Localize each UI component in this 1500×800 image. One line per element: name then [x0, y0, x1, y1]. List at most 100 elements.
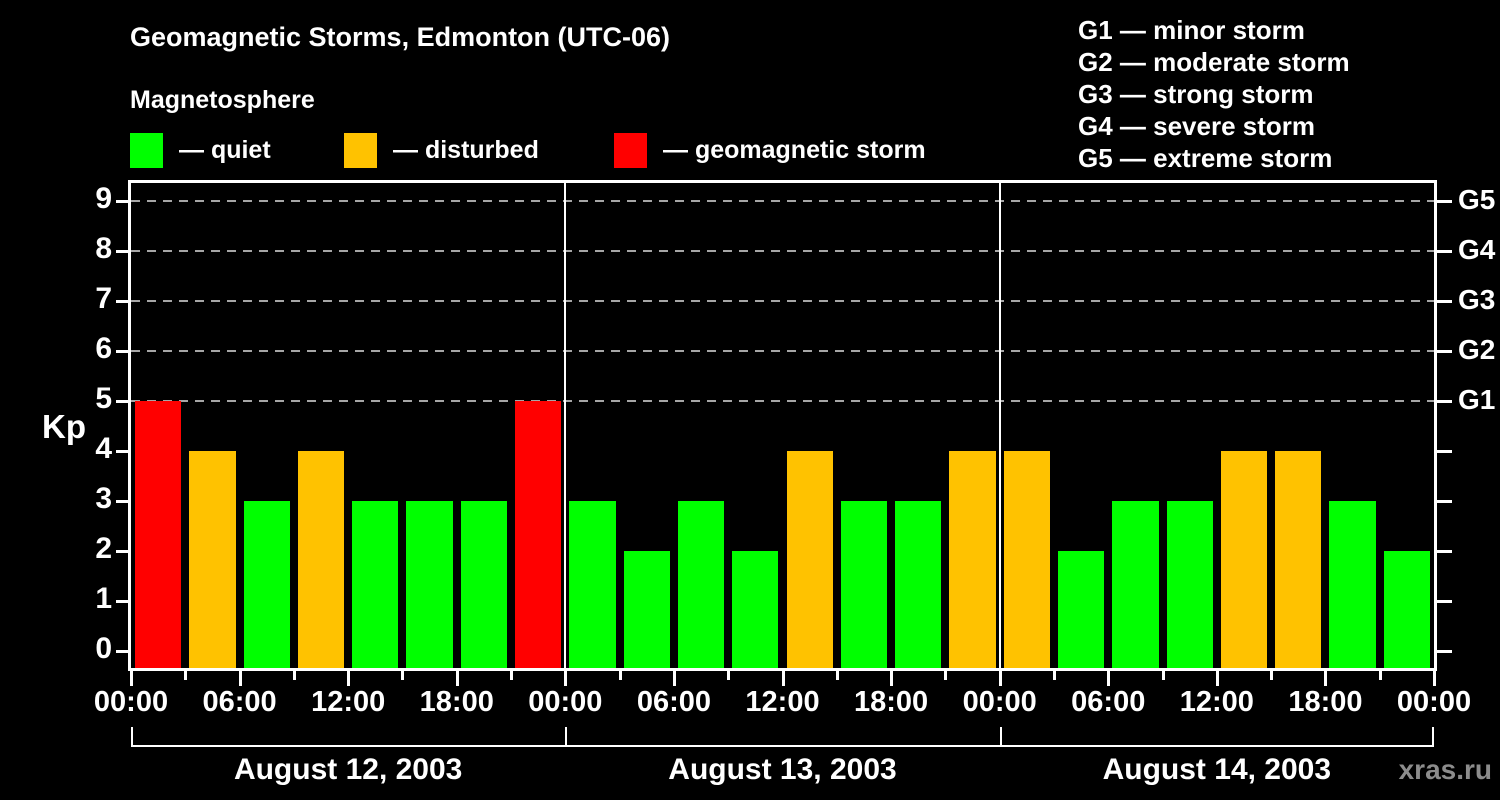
x-axis-tick	[1324, 670, 1328, 686]
g1-legend-line: G1 — minor storm	[1078, 15, 1305, 45]
right-axis-tick	[1437, 200, 1452, 203]
legend-label: — geomagnetic storm	[663, 135, 926, 164]
y-tick-label: 0	[95, 632, 112, 665]
x-axis-tick	[1270, 670, 1274, 680]
kp-bar	[1220, 451, 1268, 668]
kp-bar	[895, 501, 942, 668]
legend-label: — disturbed	[393, 135, 539, 164]
time-tick-label: 18:00	[853, 686, 929, 718]
g5-legend-line: G5 — extreme storm	[1078, 143, 1333, 173]
date-label: August 13, 2003	[668, 753, 897, 786]
y-tick-label: 7	[95, 282, 112, 315]
y-axis-tick	[116, 250, 131, 253]
g-level-label: G2	[1458, 334, 1496, 365]
y-axis-tick	[116, 500, 131, 503]
x-axis-tick	[130, 670, 133, 686]
quiet-color-swatch	[130, 132, 163, 168]
kp-bar	[1112, 501, 1159, 668]
y-tick-label: 6	[95, 332, 112, 365]
x-axis-tick	[455, 670, 459, 686]
y-axis-tick	[116, 200, 131, 203]
kp-bar	[840, 501, 888, 668]
kp-bar	[460, 501, 508, 668]
page-title: Geomagnetic Storms, Edmonton (UTC-06)	[130, 22, 671, 52]
g4-legend-line: G4 — severe storm	[1078, 111, 1316, 141]
right-axis-tick	[1437, 450, 1452, 453]
date-label: August 14, 2003	[1102, 753, 1332, 786]
x-axis-tick	[944, 670, 948, 680]
time-tick-label: 12:00	[745, 686, 820, 718]
x-axis-tick	[1161, 670, 1165, 680]
kp-bar	[1057, 551, 1105, 668]
kp-bar	[135, 401, 182, 668]
g-level-label: G1	[1458, 384, 1496, 415]
y-tick-label: 8	[95, 232, 112, 265]
x-axis-tick	[781, 670, 785, 686]
watermark: xras.ru	[1398, 754, 1492, 785]
x-axis-tick	[564, 670, 568, 686]
y-axis-tick	[116, 550, 131, 553]
date-bracket-tick	[131, 727, 133, 746]
y-axis-tick	[116, 450, 131, 453]
y-tick-label: 1	[95, 582, 112, 615]
x-axis-tick	[401, 670, 405, 680]
y-axis-tick	[116, 600, 131, 603]
kp-bar	[1275, 451, 1322, 668]
y-axis-tick	[116, 350, 131, 353]
date-bracket-tick	[1432, 727, 1434, 746]
right-axis-tick	[1437, 550, 1452, 553]
g-level-label: G3	[1458, 284, 1496, 315]
time-tick-label: 12:00	[1179, 686, 1254, 718]
y-tick-label: 5	[95, 382, 112, 415]
x-axis-tick	[727, 670, 731, 680]
time-tick-label: 18:00	[1288, 686, 1363, 718]
kp-bar	[949, 451, 996, 668]
time-tick-label: 00:00	[528, 686, 603, 718]
kp-bar	[243, 501, 290, 668]
kp-9-gridline	[131, 200, 1434, 202]
kp-5-gridline	[131, 400, 1434, 402]
kp-bar	[786, 451, 833, 668]
legend-item-disturbed: — disturbed	[344, 131, 539, 169]
g-level-label: G4	[1458, 234, 1496, 265]
right-axis-tick	[1437, 500, 1452, 503]
kp-bar	[1003, 451, 1050, 668]
time-tick-label: 06:00	[636, 686, 711, 718]
day-separator	[564, 183, 567, 668]
x-axis-tick	[184, 670, 188, 680]
time-tick-label: 00:00	[1396, 686, 1472, 718]
kp-bar	[189, 451, 236, 668]
kp-8-gridline	[131, 250, 1434, 252]
kp-bar	[732, 551, 779, 668]
y-axis-tick	[116, 300, 131, 303]
g-scale-legend: G1 — minor storm G2 — moderate storm G3 …	[1078, 14, 1350, 174]
x-axis-tick	[835, 670, 839, 680]
y-axis-label: Kp	[42, 408, 86, 445]
x-axis-tick	[347, 670, 351, 686]
date-bracket-tick	[565, 727, 568, 746]
storm-color-swatch	[614, 132, 647, 168]
chart-subtitle: Magnetosphere	[130, 86, 315, 114]
right-axis-tick	[1437, 400, 1452, 403]
kp-bar	[623, 551, 670, 668]
right-axis-tick	[1437, 250, 1452, 253]
time-tick-label: 00:00	[93, 686, 169, 718]
x-axis-tick	[1107, 670, 1111, 686]
legend-item-storm: — geomagnetic storm	[614, 131, 926, 169]
x-axis-tick	[510, 670, 514, 680]
legend-item-quiet: — quiet	[130, 131, 271, 169]
legend-label: — quiet	[179, 135, 271, 164]
time-tick-label: 12:00	[311, 686, 386, 718]
kp-bar	[297, 451, 345, 668]
kp-bar	[515, 401, 562, 668]
time-tick-label: 18:00	[419, 686, 494, 718]
time-tick-label: 06:00	[202, 686, 277, 718]
date-label: August 12, 2003	[233, 753, 463, 786]
x-axis-tick	[1433, 670, 1436, 686]
x-axis-tick	[672, 670, 676, 686]
y-tick-label: 4	[95, 432, 112, 465]
y-tick-label: 9	[95, 182, 112, 215]
time-tick-label: 06:00	[1071, 686, 1146, 718]
kp-6-gridline	[131, 350, 1434, 352]
kp-bar	[569, 501, 616, 668]
